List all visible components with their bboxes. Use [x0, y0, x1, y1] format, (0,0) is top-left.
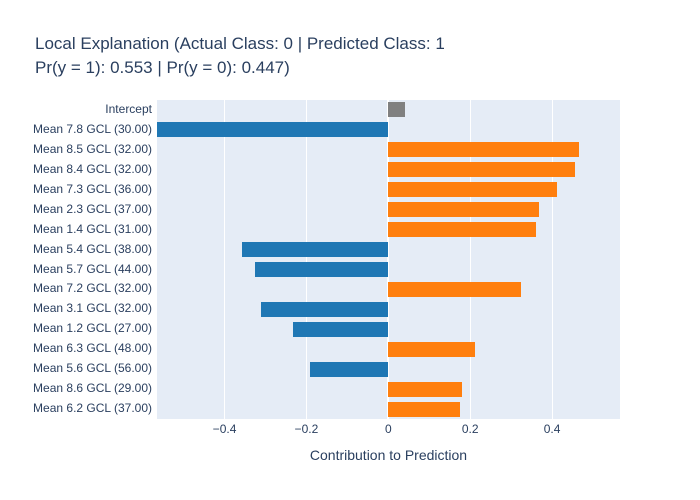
- bar[interactable]: [388, 202, 539, 218]
- y-axis-label: Mean 6.2 GCL (37.00): [33, 401, 152, 416]
- y-axis-label: Mean 7.3 GCL (36.00): [33, 181, 152, 196]
- chart-title-line-1: Local Explanation (Actual Class: 0 | Pre…: [35, 34, 445, 53]
- bar[interactable]: [388, 142, 579, 158]
- x-axis-title: Contribution to Prediction: [309, 447, 468, 463]
- y-axis-label: Mean 6.3 GCL (48.00): [33, 341, 152, 356]
- y-axis-label: Mean 5.6 GCL (56.00): [33, 361, 152, 376]
- bar[interactable]: [388, 281, 521, 297]
- bar[interactable]: [388, 341, 475, 357]
- x-tick-label: −0.2: [294, 422, 319, 436]
- bar[interactable]: [309, 361, 389, 377]
- bar[interactable]: [254, 261, 389, 277]
- x-tick-label: −0.4: [212, 422, 237, 436]
- gridline: [305, 100, 307, 419]
- y-axis-label: Mean 7.2 GCL (32.00): [33, 281, 152, 296]
- x-tick-label: 0: [384, 422, 392, 436]
- y-axis-labels: Intercept Mean 7.8 GCL (30.00) Mean 8.5 GC…: [0, 100, 152, 419]
- zero-gridline: [387, 100, 390, 419]
- y-axis-label: Mean 7.8 GCL (30.00): [33, 121, 152, 136]
- gridline: [551, 100, 553, 419]
- y-axis-label: Mean 8.6 GCL (29.00): [33, 381, 152, 396]
- gridline: [469, 100, 471, 419]
- chart-title: Local Explanation (Actual Class: 0 | Pre…: [35, 32, 445, 80]
- bar[interactable]: [260, 301, 389, 317]
- bar[interactable]: [292, 321, 389, 337]
- x-tick-label: 0.4: [543, 422, 561, 436]
- y-axis-label: Mean 2.3 GCL (37.00): [33, 201, 152, 216]
- bar[interactable]: [388, 102, 406, 118]
- bar[interactable]: [388, 222, 537, 238]
- y-axis-label: Mean 5.4 GCL (38.00): [33, 241, 152, 256]
- y-axis-label: Mean 3.1 GCL (32.00): [33, 301, 152, 316]
- y-axis-label: Intercept: [105, 102, 152, 116]
- bar[interactable]: [388, 182, 558, 198]
- bar[interactable]: [388, 401, 460, 417]
- y-axis-label: Mean 1.4 GCL (31.00): [33, 221, 152, 236]
- y-axis-label: Mean 5.7 GCL (44.00): [33, 261, 152, 276]
- y-axis-label: Mean 1.2 GCL (27.00): [33, 321, 152, 336]
- bar[interactable]: [388, 162, 575, 178]
- y-axis-label: Mean 8.5 GCL (32.00): [33, 141, 152, 156]
- bar[interactable]: [241, 242, 389, 258]
- x-axis-ticks: −0.4 −0.2 0 0.2 0.4: [0, 422, 700, 438]
- plot-area[interactable]: [157, 100, 620, 419]
- gridline: [224, 100, 226, 419]
- bar[interactable]: [157, 122, 389, 138]
- y-axis-label: Mean 8.4 GCL (32.00): [33, 161, 152, 176]
- chart-title-line-2: Pr(y = 1): 0.553 | Pr(y = 0): 0.447): [35, 58, 290, 77]
- bar[interactable]: [388, 381, 463, 397]
- x-tick-label: 0.2: [461, 422, 479, 436]
